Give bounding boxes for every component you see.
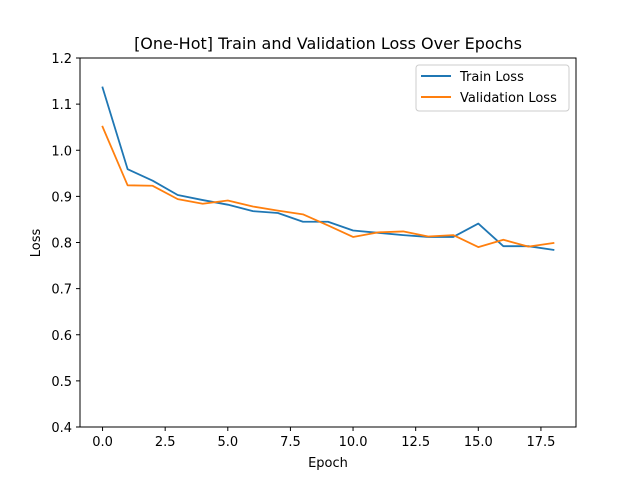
y-tick-label: 0.8 xyxy=(51,237,72,252)
legend: Train Loss Validation Loss xyxy=(415,64,570,112)
series-line-train-loss xyxy=(101,86,555,251)
y-tick-label: 0.5 xyxy=(51,375,72,390)
y-tick-label: 0.4 xyxy=(51,421,72,436)
x-tick-label: 10.0 xyxy=(339,435,368,450)
series-line-validation-loss xyxy=(101,125,555,249)
plot-frame xyxy=(79,57,577,428)
x-tick-label: 12.5 xyxy=(401,435,430,450)
x-tick-label: 5.0 xyxy=(217,435,238,450)
x-tick-label: 17.5 xyxy=(526,435,555,450)
x-tick-label: 15.0 xyxy=(464,435,493,450)
y-tick-label: 1.1 xyxy=(51,98,72,113)
y-tick-label: 0.6 xyxy=(51,329,72,344)
chart-title: [One-Hot] Train and Validation Loss Over… xyxy=(134,34,522,53)
legend-box xyxy=(415,64,570,112)
y-tick-label: 1.2 xyxy=(51,52,72,67)
x-tick-label: 7.5 xyxy=(280,435,301,450)
series-layer xyxy=(101,86,555,251)
legend-label-train-loss: Train Loss xyxy=(459,70,524,85)
y-axis-label: Loss xyxy=(29,229,44,258)
ticks-layer: 0.0 2.5 5.0 7.5 10.0 12.5 15.0 17.5 0.4 0.5 0.6 0.7… xyxy=(51,52,555,450)
x-tick-label: 0.0 xyxy=(92,435,113,450)
legend-label-validation-loss: Validation Loss xyxy=(460,91,557,106)
y-tick-label: 1.0 xyxy=(51,144,72,159)
y-tick-label: 0.7 xyxy=(51,283,72,298)
x-tick-label: 2.5 xyxy=(155,435,176,450)
x-axis-label: Epoch xyxy=(308,456,348,471)
y-tick-label: 0.9 xyxy=(51,190,72,205)
